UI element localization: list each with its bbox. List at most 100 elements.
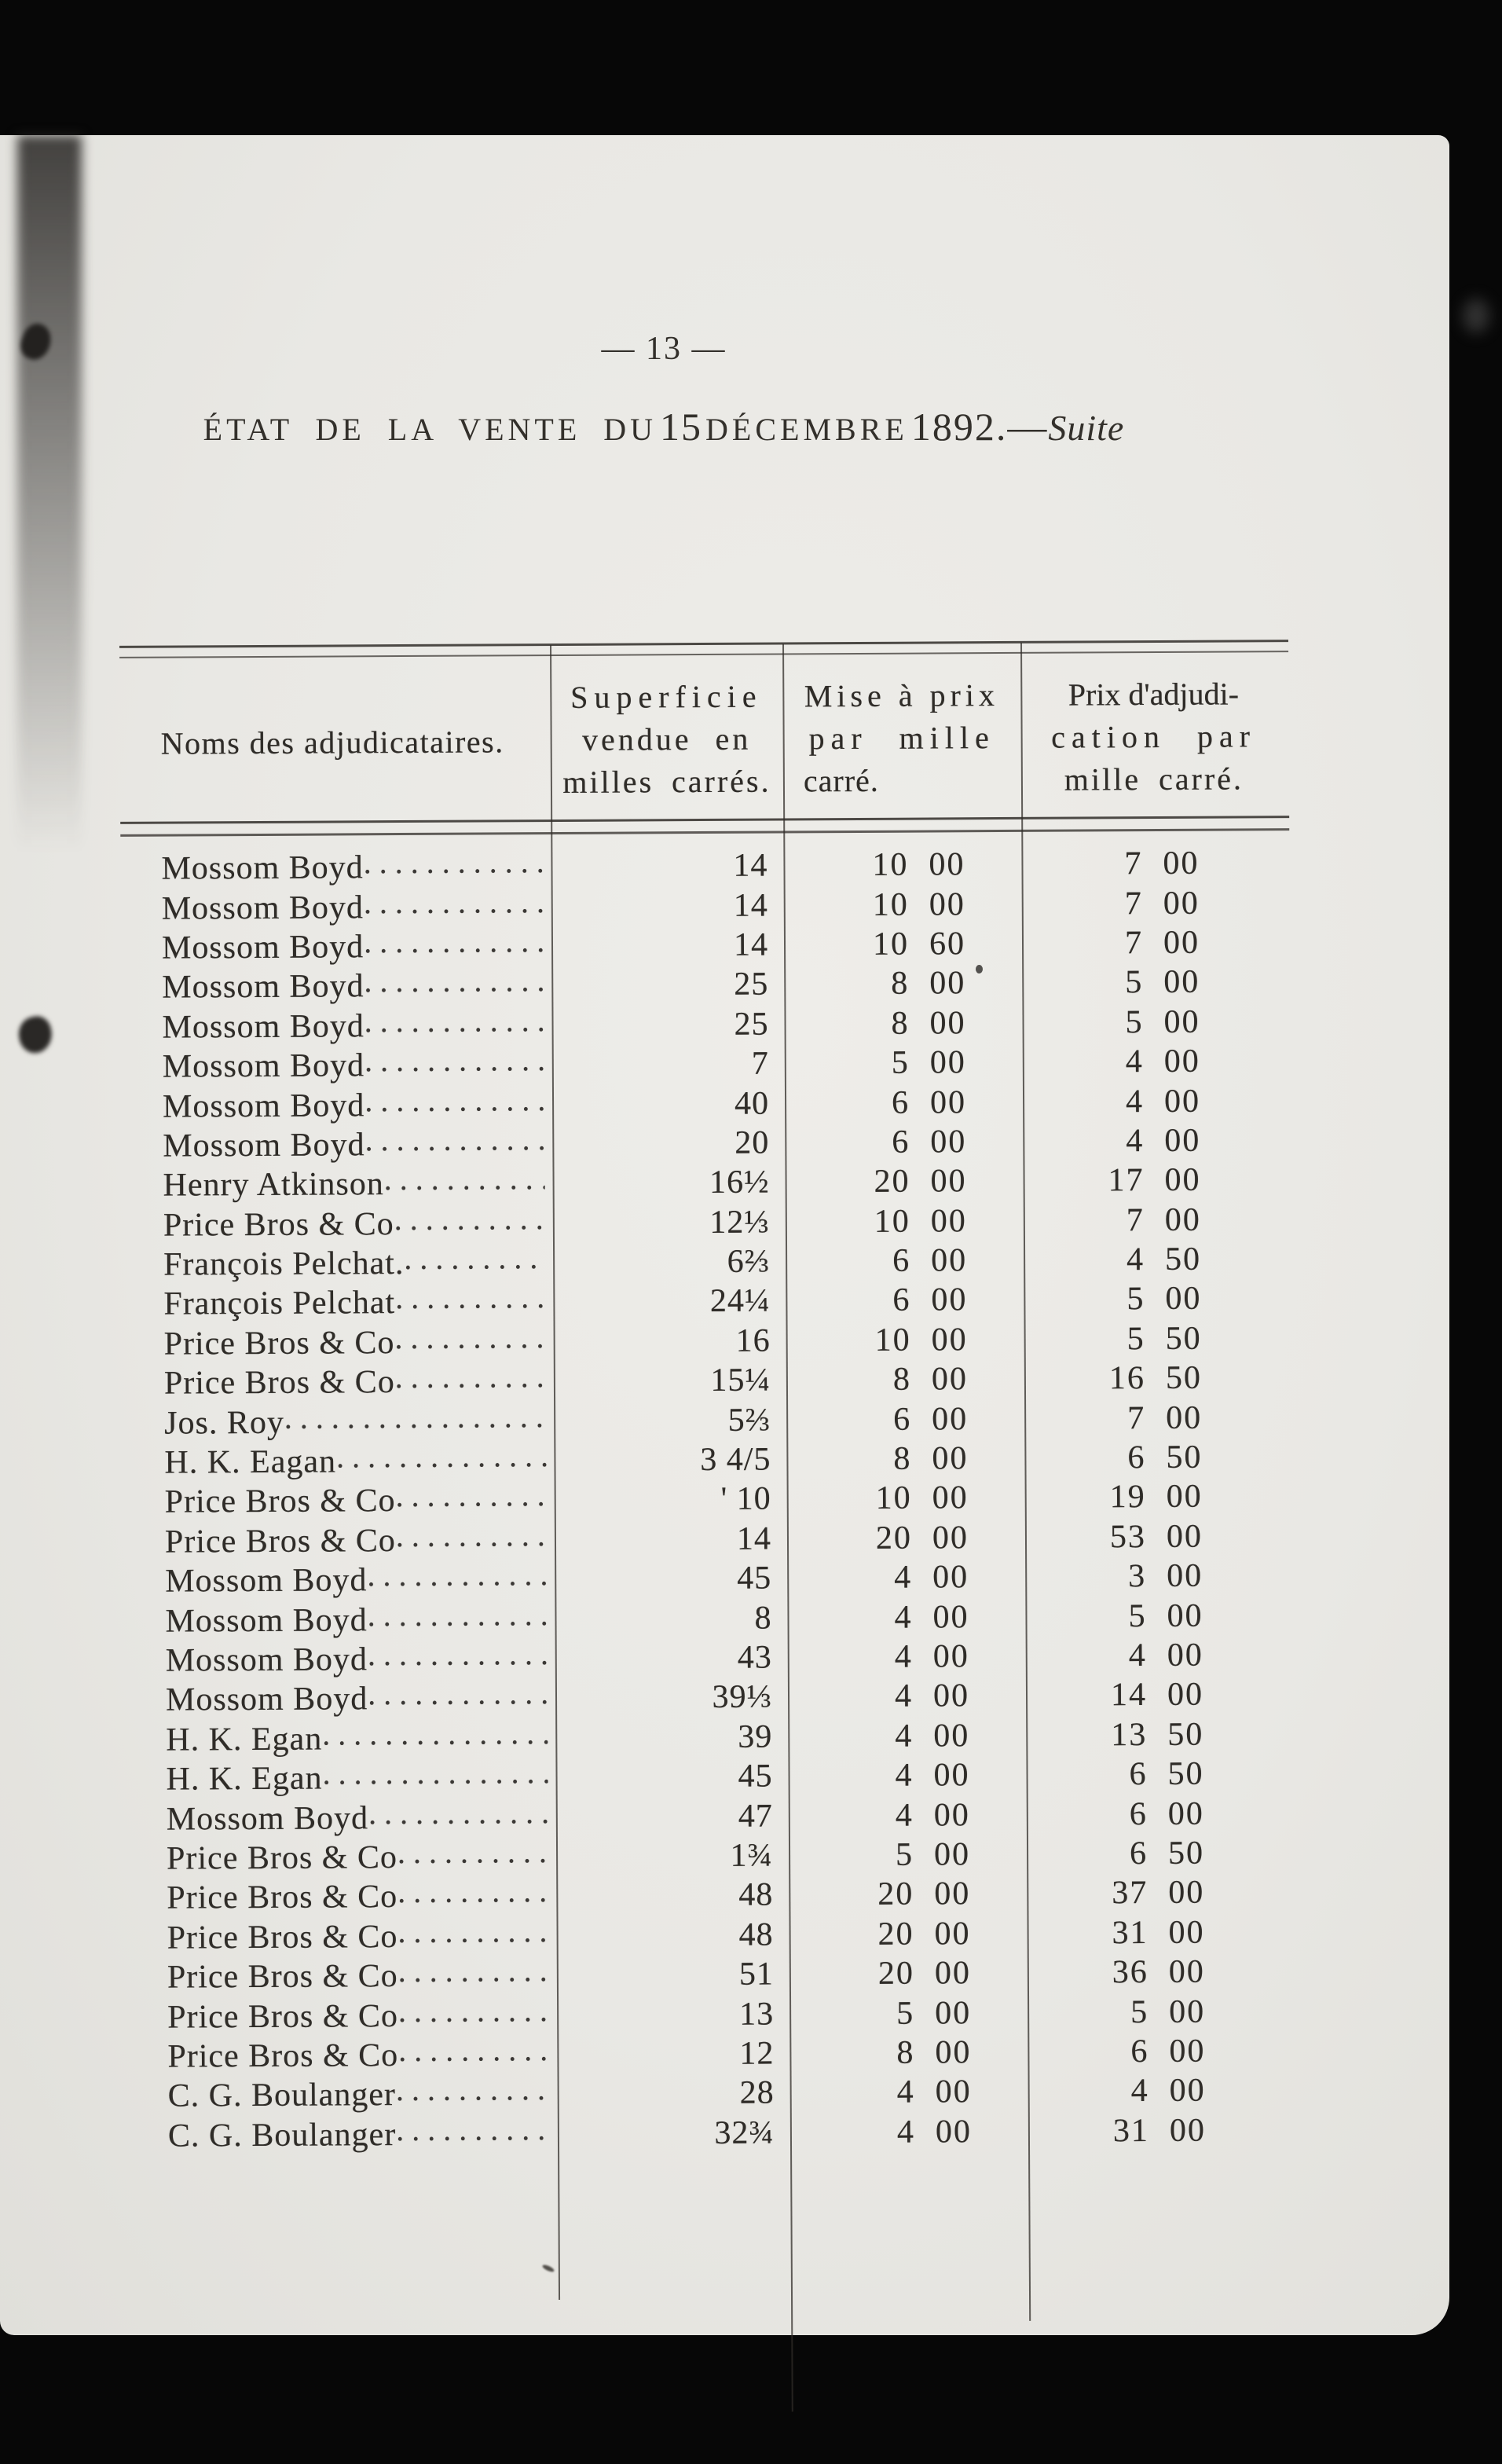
cents: 00: [931, 1322, 968, 1358]
dollars: 20: [877, 1876, 914, 1913]
cell-name: Price Bros & Co: [126, 1917, 556, 1957]
cell-prix-adjudication: 4 00: [1023, 1042, 1288, 1081]
cell-prix-adjudication: 6 00: [1027, 1795, 1292, 1834]
title-suite: Suite: [1048, 408, 1125, 448]
table-row: Mossom Boyd 14 10 00 7 00: [120, 843, 1289, 889]
cell-name: Mossom Boyd: [122, 1046, 552, 1086]
cell-superficie: 45: [737, 1560, 772, 1597]
cell-superficie: 28: [739, 2074, 775, 2112]
dollars: 14: [1110, 1677, 1148, 1714]
cell-name: Mossom Boyd: [120, 848, 551, 888]
header-mise-a-prix: Mise à prix par mille carré.: [782, 674, 1021, 803]
header-prix-adjudication: Prix d'adjudi- cation par mille carré.: [1020, 673, 1287, 801]
dot-leader: [284, 1402, 547, 1440]
dot-leader: [394, 1323, 545, 1360]
adjudicataire-name: Price Bros & Co: [163, 1324, 395, 1362]
adjudicataire-name: Mossom Boyd: [165, 1681, 368, 1718]
cell-mise-a-prix: 4 00: [790, 2073, 1028, 2112]
dollars: 7: [1124, 845, 1143, 882]
table-row: Price Bros & Co 16 10 00 5 50: [123, 1318, 1292, 1364]
binding-shadow: [17, 135, 82, 889]
cell-mise-a-prix: 4 00: [788, 1637, 1026, 1677]
dot-leader: [365, 1125, 544, 1162]
dollars: 10: [872, 886, 909, 923]
cell-mise-a-prix: 5 00: [789, 1993, 1028, 2033]
cell-mise-a-prix: 6 00: [786, 1400, 1024, 1439]
cents: 00: [1163, 845, 1200, 882]
cell-mise-a-prix: 20 00: [785, 1162, 1023, 1201]
dollars: 6: [1130, 2033, 1149, 2070]
title-day: 15: [660, 405, 703, 449]
header-line: par mille: [808, 720, 995, 757]
adjudicataire-name: Price Bros & Co: [167, 1997, 399, 2036]
cell-name: Mossom Boyd: [124, 1560, 555, 1600]
cell-name: Price Bros & Co: [124, 1481, 555, 1521]
cents: 00: [932, 1480, 969, 1516]
adjudicataire-name: Mossom Boyd: [165, 1601, 368, 1640]
cell-name: Price Bros & Co: [126, 1996, 557, 2037]
cell-mise-a-prix: 4 00: [789, 1795, 1027, 1835]
cell-mise-a-prix: 4 00: [787, 1597, 1025, 1637]
cell-name: Price Bros & Co: [123, 1204, 553, 1245]
dollars: 4: [895, 1797, 914, 1834]
dollars: 4: [895, 1757, 914, 1794]
cell-mise-a-prix: 8 00: [784, 1004, 1022, 1043]
scan-smudge: [1463, 299, 1489, 333]
table-row: Mossom Boyd 8 4 00 5 00: [124, 1596, 1293, 1641]
cell-prix-adjudication: 31 00: [1028, 2111, 1294, 2150]
cell-mise-a-prix: 5 00: [789, 1835, 1027, 1875]
cell-name: Price Bros & Co: [123, 1323, 554, 1363]
dot-leader: [364, 927, 544, 964]
dollars: 8: [893, 1440, 912, 1477]
cents: 00: [934, 1955, 971, 1992]
title-month: DÉCEMBRE: [705, 412, 908, 447]
cell-name: Mossom Boyd: [121, 888, 551, 928]
cents: 00: [934, 1876, 971, 1912]
header-line: carré.: [803, 762, 879, 799]
cell-name: Price Bros & Co: [126, 1877, 556, 1917]
cents: 00: [933, 1836, 971, 1873]
title-text: ÉTAT DE LA VENTE DU: [203, 412, 658, 447]
cents: 00: [1168, 1953, 1205, 1991]
cell-prix-adjudication: 13 50: [1026, 1715, 1291, 1754]
cell-mise-a-prix: 8 00: [784, 964, 1022, 1003]
dollars: 19: [1109, 1479, 1146, 1516]
cents: 00: [929, 1005, 966, 1042]
ink-blot: [15, 1014, 56, 1056]
cents: 00: [1167, 1677, 1204, 1714]
dollars: 6: [891, 1084, 910, 1121]
cents: 00: [1169, 2033, 1206, 2070]
cell-name: H. K. Egan: [125, 1719, 555, 1759]
table-row: Price Bros & Co 12 8 00 6 00: [126, 2031, 1295, 2077]
cents: 00: [932, 1400, 969, 1438]
table-row: Price Bros & Co 14 20 00 53 00: [124, 1516, 1293, 1562]
cell-superficie: 39⅓: [712, 1678, 773, 1716]
dollars: 5: [896, 1995, 915, 2032]
cents: 00: [1167, 1557, 1203, 1595]
title-year: 1892.: [910, 405, 1008, 449]
dollars: 7: [1127, 1399, 1146, 1436]
cell-prix-adjudication: 5 00: [1022, 962, 1288, 1002]
cents: 00: [1167, 1597, 1203, 1634]
adjudicataire-name: Jos. Roy: [164, 1404, 285, 1442]
cell-mise-a-prix: 10 00: [786, 1321, 1024, 1360]
adjudicataire-name: Price Bros & Co: [163, 1364, 395, 1402]
cents: 00: [931, 1282, 968, 1318]
cents: 00: [1164, 1122, 1201, 1159]
cents: 00: [1163, 1083, 1201, 1120]
cell-prix-adjudication: 4 00: [1023, 1082, 1288, 1121]
cell-mise-a-prix: 8 00: [789, 2033, 1028, 2073]
table-top-rule: [119, 640, 1289, 648]
cents: 00: [1169, 2072, 1206, 2110]
table-row: Mossom Boyd 25 8 00 5 00: [121, 1002, 1290, 1047]
table-row: Price Bros & Co 12⅓ 10 00 7 00: [123, 1200, 1291, 1245]
cents: 00: [930, 1202, 967, 1240]
cell-prix-adjudication: 14 00: [1026, 1675, 1291, 1714]
table-row: François Pelchat. 6⅔ 6 00 4 50: [123, 1239, 1291, 1285]
cell-mise-a-prix: 10 00: [787, 1479, 1025, 1518]
cell-mise-a-prix: 20 00: [789, 1875, 1027, 1914]
cell-superficie: 51: [738, 1956, 774, 1993]
table-row: François Pelchat 24¼ 6 00 5 00: [123, 1278, 1291, 1324]
dollars: 4: [1126, 1241, 1145, 1278]
